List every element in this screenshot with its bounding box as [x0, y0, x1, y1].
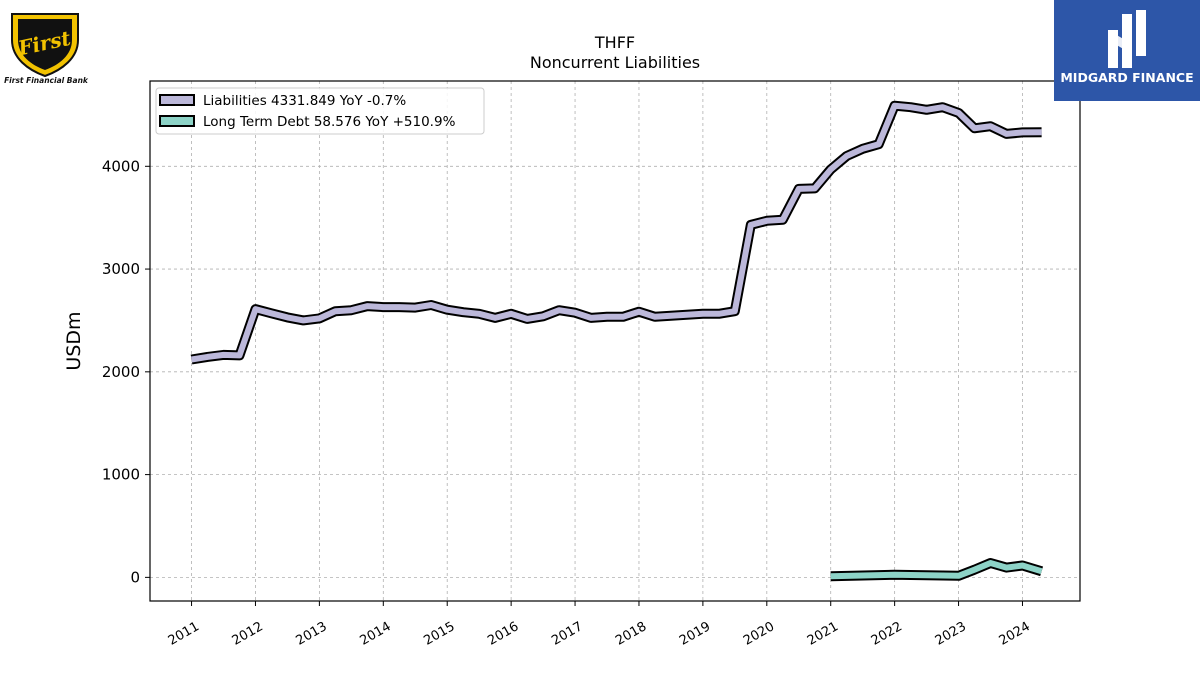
y-tick-label: 3000	[102, 260, 140, 278]
series-line-1	[830, 560, 1043, 580]
legend-label-0: Liabilities 4331.849 YoY -0.7%	[203, 93, 406, 109]
first-financial-bank-caption: First Financial Bank	[4, 76, 88, 85]
shield-icon: First	[11, 13, 79, 78]
legend: Liabilities 4331.849 YoY -0.7% Long Term …	[155, 87, 485, 135]
midgard-finance-logo: MIDGARD FINANCE	[1054, 0, 1200, 101]
x-tick-label: 2015	[421, 619, 457, 649]
y-axis-label: USDm	[63, 311, 85, 370]
x-tick-label: 2017	[549, 619, 585, 649]
x-tick-label: 2022	[869, 619, 905, 649]
midgard-finance-caption: MIDGARD FINANCE	[1060, 70, 1194, 85]
x-tick-label: 2012	[230, 619, 266, 649]
midgard-emblem-icon	[1108, 10, 1146, 68]
y-tick-label: 1000	[102, 466, 140, 484]
x-tick-label: 2016	[485, 619, 521, 649]
series-line-0	[191, 102, 1042, 363]
legend-label-1: Long Term Debt 58.576 YoY +510.9%	[203, 114, 456, 130]
chart-title: THFF	[594, 33, 635, 52]
x-tick-label: 2018	[613, 619, 649, 649]
x-tick-label: 2024	[997, 619, 1033, 649]
x-tick-label: 2021	[805, 619, 841, 649]
legend-swatch-1	[159, 115, 195, 127]
x-tick-label: 2011	[166, 619, 202, 649]
y-tick-label: 2000	[102, 363, 140, 381]
legend-box	[155, 87, 485, 135]
x-tick-label: 2020	[741, 619, 777, 649]
chart-subtitle: Noncurrent Liabilities	[530, 53, 700, 72]
y-tick-label: 4000	[102, 157, 140, 175]
plot-frame	[149, 80, 1081, 602]
legend-swatch-0	[159, 94, 195, 106]
y-tick-label: 0	[130, 568, 140, 586]
x-tick-label: 2023	[933, 619, 969, 649]
x-tick-label: 2019	[677, 619, 713, 649]
x-tick-label: 2014	[357, 619, 393, 649]
first-financial-bank-logo: First First Financial Bank	[4, 6, 88, 86]
x-tick-label: 2013	[294, 619, 330, 649]
